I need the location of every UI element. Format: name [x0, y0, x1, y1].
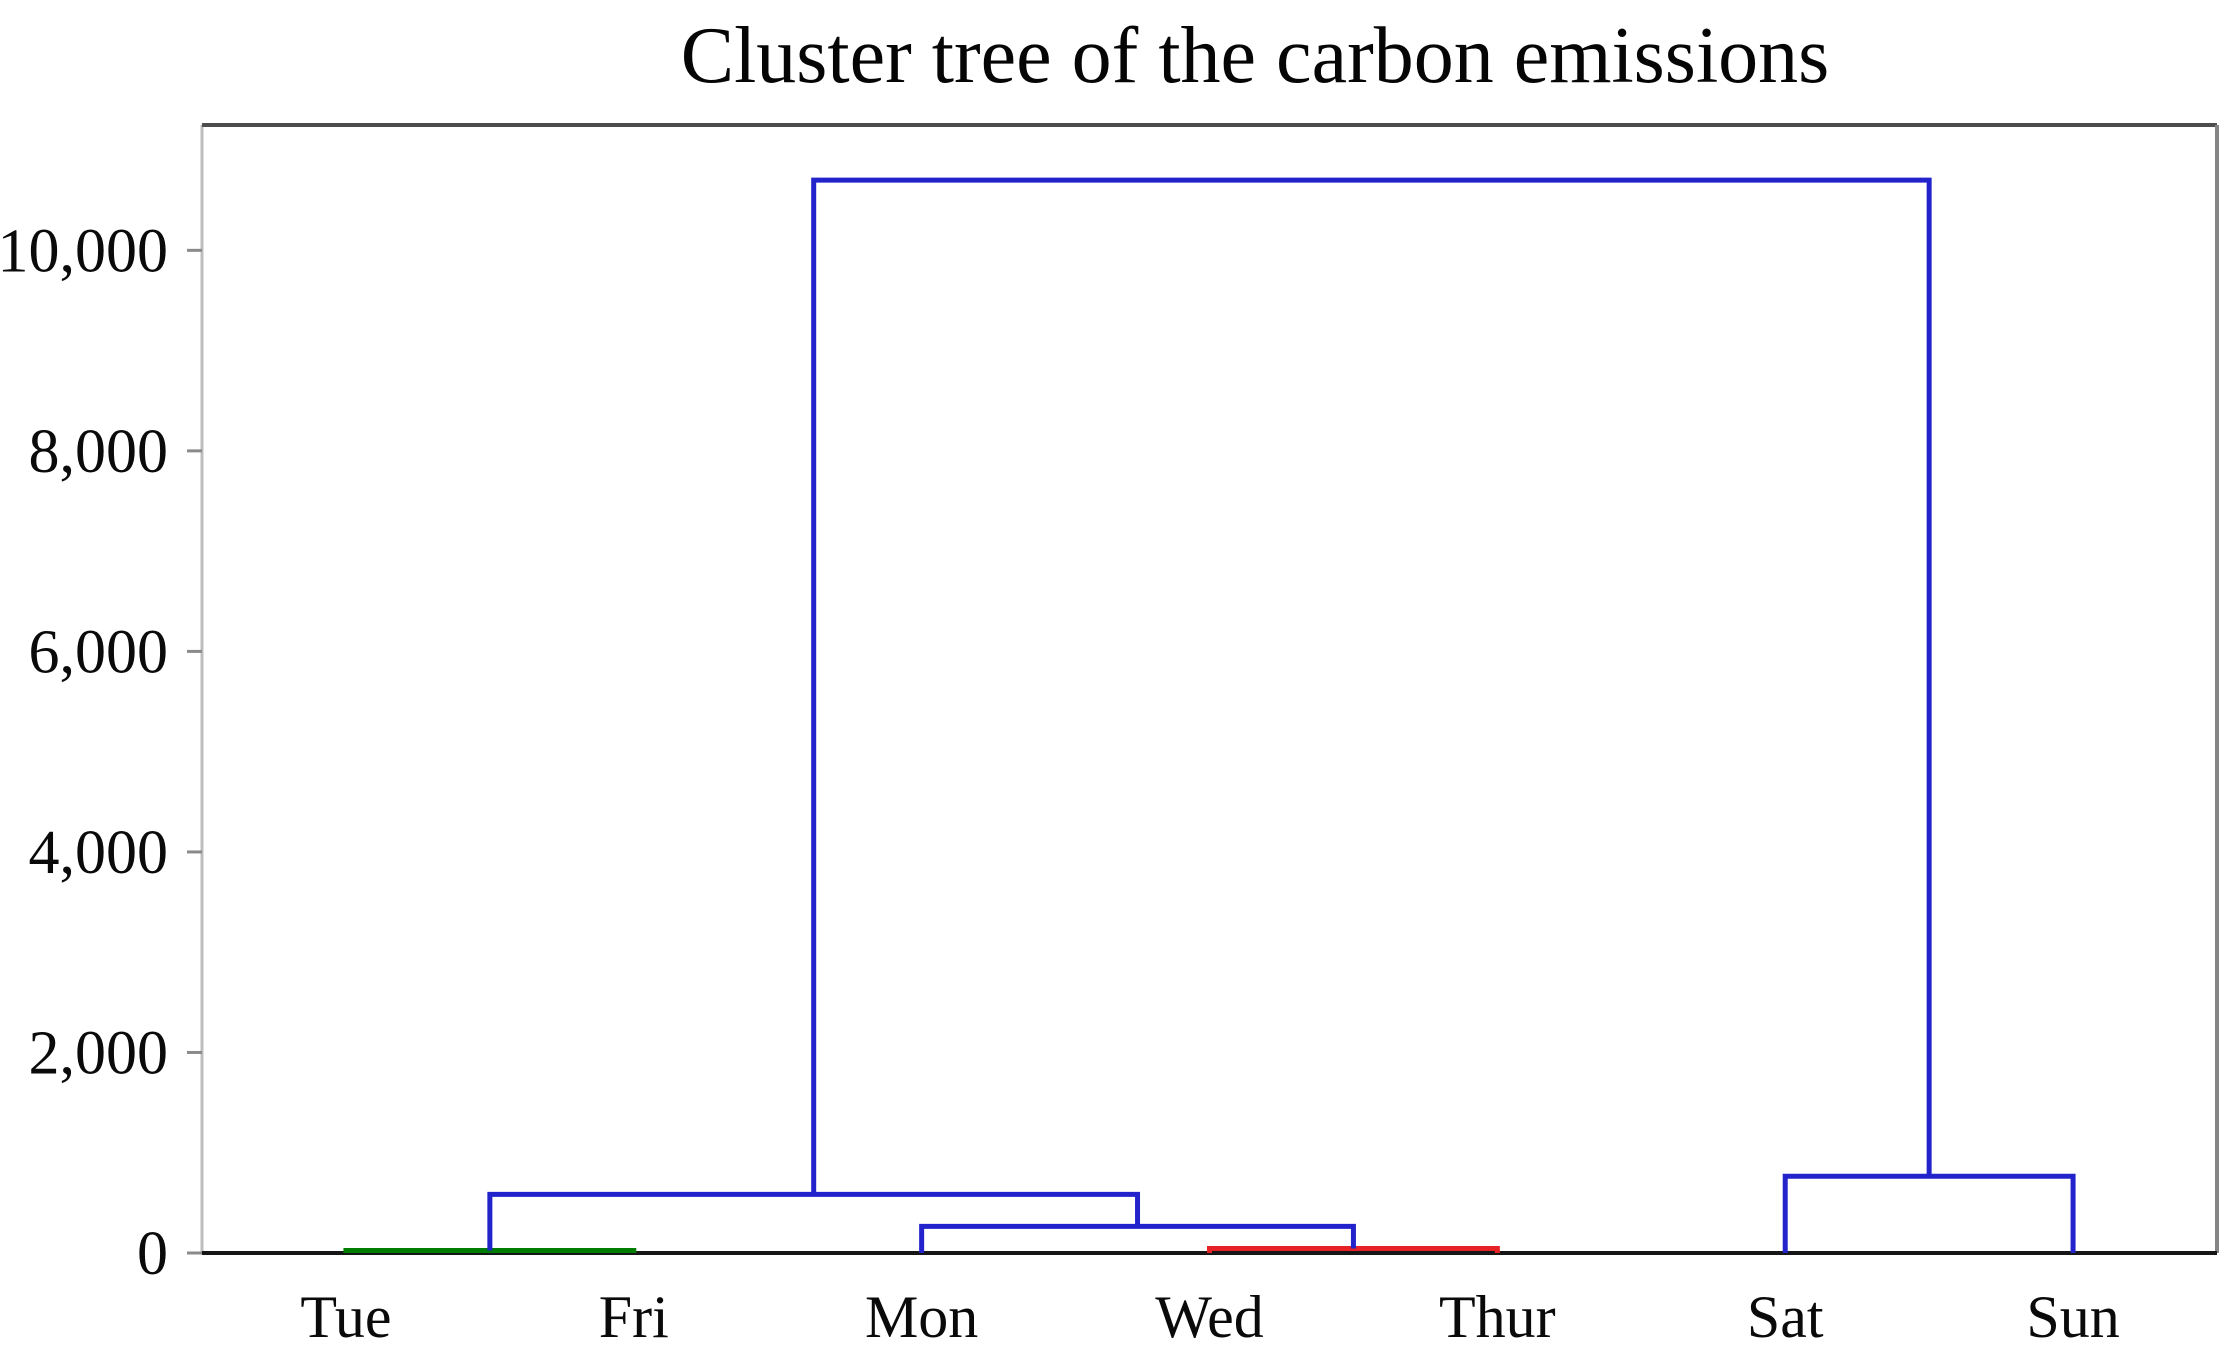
x-axis-label-thur: Thur [1439, 1284, 1556, 1350]
y-tick-label: 8,000 [29, 418, 169, 486]
x-axis-label-tue: Tue [300, 1284, 391, 1350]
dendrogram-link-wed-thur [1207, 1245, 1500, 1253]
x-axis-leaf-labels: Tue Fri Mon Wed Thur Sat Sun [300, 1284, 2119, 1350]
y-tick-label: 0 [137, 1220, 168, 1288]
y-tick-label: 4,000 [29, 819, 169, 887]
x-axis-label-mon: Mon [865, 1284, 978, 1350]
y-tick-label: 10,000 [0, 217, 168, 285]
y-axis-ticks: 0 2,000 4,000 6,000 8,000 10,000 [0, 217, 202, 1288]
x-axis-label-fri: Fri [599, 1284, 669, 1350]
dendrogram-link-root [811, 177, 1932, 1195]
x-axis-label-sun: Sun [2026, 1284, 2119, 1350]
plot-box-spines [200, 123, 2219, 1255]
dendrogram-links [343, 177, 2076, 1253]
y-tick-label: 2,000 [29, 1019, 169, 1087]
dendrogram-link-sat-sun [1782, 1173, 2076, 1253]
x-axis-label-sat: Sat [1747, 1284, 1824, 1350]
chart-title: Cluster tree of the carbon emissions [681, 12, 1830, 100]
x-axis-label-wed: Wed [1155, 1284, 1263, 1350]
dendrogram-link-tue-fri [343, 1247, 637, 1253]
y-tick-label: 6,000 [29, 618, 169, 686]
dendrogram-link-mon-wedthur [919, 1223, 1356, 1253]
dendrogram-link-weekday-merge [487, 1191, 1141, 1251]
